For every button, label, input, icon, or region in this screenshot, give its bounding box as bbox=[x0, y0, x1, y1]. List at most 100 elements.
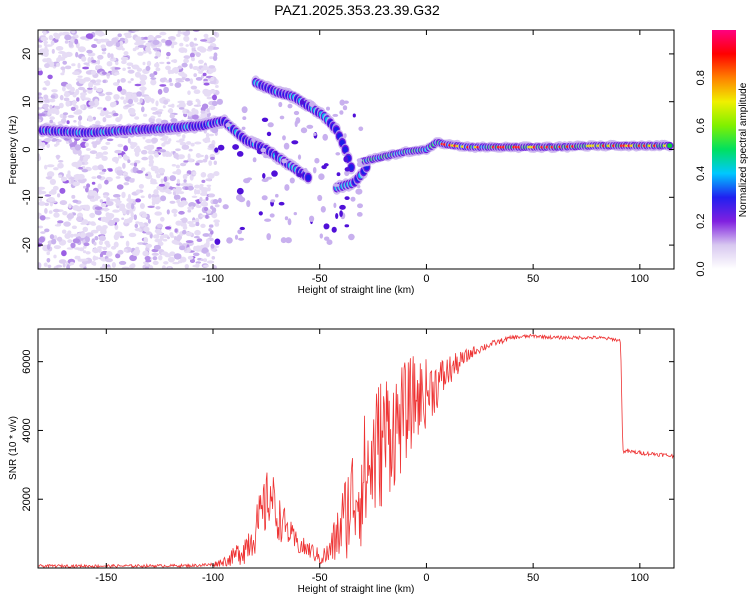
noise-blob bbox=[80, 258, 89, 262]
mid-blob bbox=[275, 193, 279, 198]
noise-blob bbox=[200, 258, 204, 262]
x-tick-label: -150 bbox=[95, 572, 117, 584]
noise-blob bbox=[106, 266, 112, 269]
noise-blob bbox=[170, 118, 178, 123]
noise-blob bbox=[152, 111, 159, 115]
mid-blob bbox=[356, 212, 363, 217]
noise-blob bbox=[117, 143, 123, 148]
noise-blob bbox=[91, 181, 96, 185]
noise-blob bbox=[62, 114, 67, 119]
noise-blob bbox=[153, 234, 160, 239]
noise-blob bbox=[153, 244, 161, 250]
noise-blob bbox=[81, 219, 89, 225]
noise-blob bbox=[148, 155, 154, 161]
noise-blob bbox=[63, 92, 71, 98]
noise-blob bbox=[155, 206, 161, 210]
mid-blob bbox=[237, 229, 243, 235]
noise-blob bbox=[117, 33, 122, 38]
noise-blob bbox=[136, 170, 144, 174]
noise-blob bbox=[72, 99, 77, 106]
noise-blob bbox=[207, 173, 215, 179]
noise-blob bbox=[156, 231, 163, 235]
noise-blob bbox=[181, 73, 188, 79]
noise-blob bbox=[59, 32, 64, 36]
noise-blob bbox=[103, 107, 107, 111]
x-tick-label: 50 bbox=[527, 572, 539, 584]
mid-blob bbox=[236, 194, 243, 201]
noise-blob bbox=[54, 109, 60, 116]
noise-blob bbox=[194, 141, 202, 145]
mid-blob bbox=[252, 137, 255, 144]
noise-blob bbox=[202, 264, 209, 268]
mid-blob bbox=[225, 122, 231, 128]
noise-blob bbox=[150, 107, 158, 111]
noise-blob bbox=[123, 99, 127, 105]
noise-blob bbox=[126, 62, 134, 66]
mid-blob bbox=[317, 194, 323, 202]
mid-blob bbox=[350, 196, 356, 202]
noise-blob bbox=[171, 44, 175, 49]
x-tick-label: 0 bbox=[423, 273, 429, 285]
noise-blob bbox=[198, 70, 203, 74]
noise-blob bbox=[66, 264, 70, 269]
noise-blob bbox=[143, 36, 149, 40]
noise-blob bbox=[58, 174, 63, 178]
mid-blob bbox=[326, 239, 333, 245]
noise-blob bbox=[103, 207, 109, 212]
noise-blob bbox=[97, 164, 104, 171]
noise-blob bbox=[178, 210, 185, 215]
noise-blob bbox=[82, 226, 89, 232]
noise-blob bbox=[148, 193, 152, 199]
noise-blob bbox=[123, 248, 128, 253]
noise-blob bbox=[193, 245, 197, 252]
noise-blob bbox=[125, 240, 130, 247]
noise-blob bbox=[113, 217, 120, 223]
noise-blob bbox=[106, 213, 111, 218]
noise-blob bbox=[210, 243, 215, 249]
noise-blob bbox=[71, 30, 76, 34]
noise-blob bbox=[187, 90, 191, 95]
noise-blob bbox=[49, 178, 57, 185]
noise-blob bbox=[147, 150, 154, 155]
noise-blob bbox=[38, 262, 42, 269]
noise-blob bbox=[160, 195, 167, 202]
noise-blob bbox=[105, 243, 111, 248]
noise-blob bbox=[163, 182, 170, 186]
mid-blob bbox=[282, 135, 286, 141]
noise-blob bbox=[191, 195, 198, 198]
noise-blob bbox=[132, 47, 137, 52]
noise-blob bbox=[208, 133, 215, 137]
noise-blob bbox=[114, 224, 119, 231]
noise-blob bbox=[193, 73, 197, 78]
noise-blob bbox=[38, 92, 42, 96]
noise-blob bbox=[128, 232, 137, 238]
noise-blob bbox=[145, 173, 149, 177]
noise-blob bbox=[116, 166, 122, 171]
noise-blob bbox=[78, 115, 83, 121]
noise-blob bbox=[176, 178, 180, 184]
noise-blob bbox=[184, 77, 191, 82]
noise-blob bbox=[91, 261, 96, 266]
noise-blob bbox=[74, 255, 80, 260]
noise-blob bbox=[171, 208, 178, 214]
noise-blob bbox=[45, 44, 53, 47]
snr-series-line bbox=[38, 333, 674, 569]
noise-blob bbox=[123, 182, 130, 186]
noise-blob bbox=[100, 266, 105, 269]
noise-blob bbox=[80, 105, 84, 110]
mid-blob bbox=[239, 226, 245, 231]
mid-blob bbox=[212, 199, 219, 205]
noise-blob bbox=[138, 184, 144, 189]
noise-blob bbox=[58, 259, 67, 264]
noise-blob bbox=[214, 204, 220, 208]
mid-blob bbox=[323, 223, 330, 230]
noise-blob bbox=[113, 67, 121, 70]
noise-blob bbox=[166, 56, 170, 60]
noise-blob bbox=[167, 266, 172, 269]
noise-blob bbox=[163, 176, 168, 183]
noise-blob bbox=[55, 264, 63, 268]
noise-blob bbox=[56, 236, 63, 242]
mid-blob bbox=[280, 237, 287, 244]
noise-blob bbox=[181, 77, 186, 80]
noise-blob bbox=[72, 238, 81, 244]
